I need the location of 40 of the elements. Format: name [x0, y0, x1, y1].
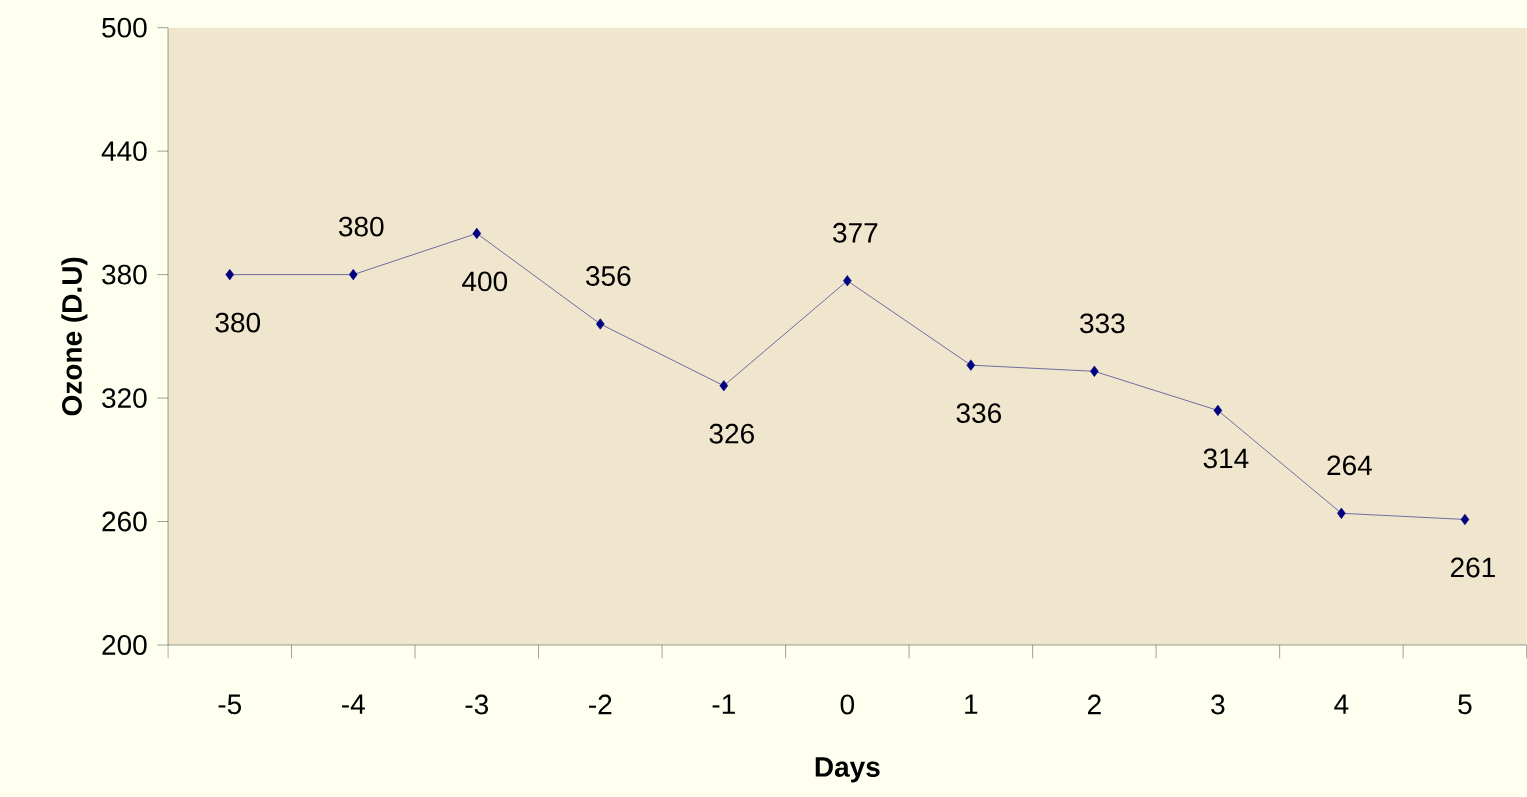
x-axis-title: Days: [815, 757, 880, 783]
point: [472, 227, 482, 240]
x-tick-label: 1: [965, 694, 978, 714]
y-tick-label: 260: [102, 511, 147, 532]
data-label: 377: [833, 222, 878, 243]
y-tick-label: 380: [102, 264, 147, 285]
x-tick-label: -4: [342, 694, 365, 714]
data-label: 380: [338, 216, 384, 237]
data-label: 400: [462, 271, 508, 292]
x-tick-label: -3: [465, 694, 489, 715]
data-label: 261: [1450, 557, 1495, 578]
x-tick-label: 2: [1087, 694, 1101, 715]
point: [843, 275, 852, 287]
x-tick-label: 5: [1458, 694, 1472, 715]
y-axis-title: Ozone (D.U): [61, 257, 88, 416]
x-tick-label: 3: [1211, 694, 1225, 715]
x-tick-label: 0: [840, 694, 855, 715]
x-tick-label: -1: [712, 694, 735, 714]
y-tick-label: 320: [102, 388, 147, 408]
x-tick-label: -5: [218, 694, 242, 715]
point: [1460, 513, 1470, 526]
point: [1337, 507, 1346, 519]
point: [1090, 365, 1099, 377]
y-tick-label: 200: [102, 635, 147, 655]
data-label: 326: [709, 423, 754, 444]
data-label: 264: [1327, 455, 1372, 476]
data-label: 314: [1203, 448, 1249, 469]
x-tick-label: 4: [1334, 694, 1349, 714]
x-tick-label: -2: [589, 694, 612, 715]
point: [1213, 404, 1223, 417]
y-tick-label: 500: [102, 17, 147, 38]
point: [596, 318, 605, 330]
data-label: 333: [1080, 313, 1125, 334]
point: [719, 380, 729, 392]
data-label: 356: [586, 266, 631, 286]
point: [225, 268, 235, 281]
data-label: 380: [215, 312, 261, 333]
point: [966, 359, 976, 371]
y-tick-label: 440: [101, 141, 147, 162]
data-label: 336: [956, 403, 1001, 424]
